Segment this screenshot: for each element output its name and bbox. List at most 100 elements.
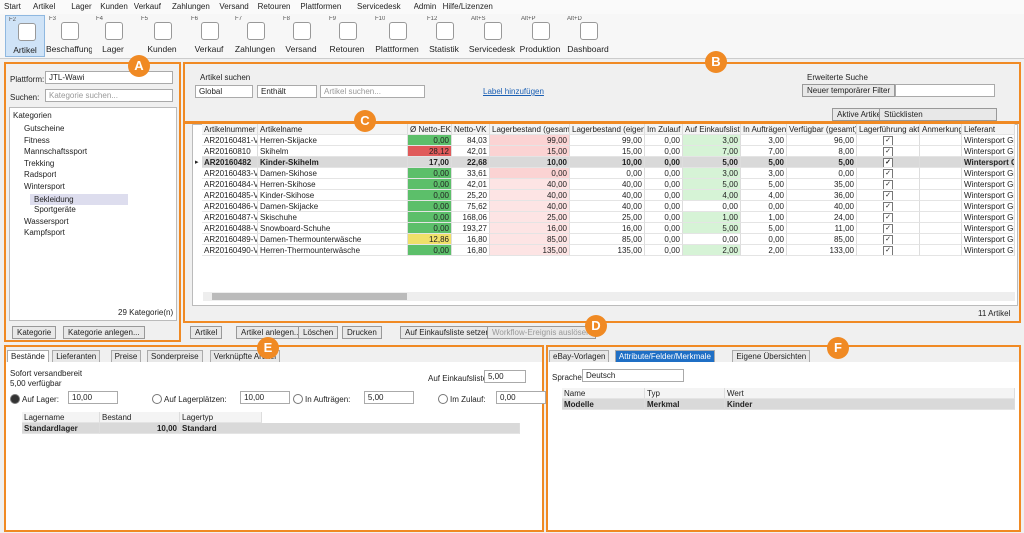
column-header[interactable]: Ø Netto-EK [408, 124, 452, 135]
toolbar-button[interactable]: F10 Plattformen [372, 15, 422, 57]
grid-cell[interactable] [920, 146, 962, 157]
grid-cell[interactable]: ✓ [857, 201, 920, 212]
grid-cell[interactable]: 40,00 [570, 190, 645, 201]
grid-cell[interactable]: 16,80 [452, 245, 490, 256]
button[interactable]: Kategorie [12, 326, 57, 339]
grid-cell[interactable]: 0,00 [645, 190, 683, 201]
grid-cell[interactable]: Standardlager [22, 423, 100, 434]
grid-cell[interactable]: ✓ [857, 146, 920, 157]
toolbar-button[interactable]: F8 Versand [280, 15, 322, 57]
grid-cell[interactable]: Wintersport Gr [962, 146, 1015, 157]
grid-cell[interactable]: 40,00 [490, 179, 570, 190]
grid-cell[interactable]: 36,00 [787, 190, 857, 201]
column-header[interactable]: Artikelnummer [202, 124, 258, 135]
grid-cell[interactable]: 0,00 [645, 168, 683, 179]
toolbar-button[interactable]: F7 Zahlungen [232, 15, 278, 57]
grid-cell[interactable]: Herren-Skihose [258, 179, 408, 190]
checkbox[interactable]: ✓ [883, 158, 893, 167]
menu-item[interactable]: Plattformen [300, 2, 342, 11]
grid-cell[interactable]: 0,00 [645, 201, 683, 212]
grid-cell[interactable]: 135,00 [490, 245, 570, 256]
column-header[interactable]: Verfügbar (gesamt) [787, 124, 857, 135]
grid-cell[interactable]: 0,00 [490, 168, 570, 179]
grid-cell[interactable]: 0,00 [408, 245, 452, 256]
checkbox[interactable]: ✓ [883, 136, 893, 145]
toolbar-button[interactable]: F3 Beschaffung [46, 15, 92, 57]
scope-select[interactable]: Global [195, 85, 253, 98]
link[interactable]: Label hinzufügen [483, 87, 544, 96]
grid-cell[interactable]: 8,00 [787, 146, 857, 157]
grid-cell[interactable]: ✓ [857, 212, 920, 223]
grid-cell[interactable]: 25,00 [570, 212, 645, 223]
grid-cell[interactable]: 0,00 [408, 168, 452, 179]
grid-cell[interactable]: ✓ [857, 234, 920, 245]
grid-cell[interactable]: AR20160483-V... [202, 168, 258, 179]
grid-cell[interactable]: 0,00 [683, 234, 741, 245]
grid-cell[interactable] [920, 212, 962, 223]
grid-cell[interactable]: Merkmal [645, 399, 725, 410]
grid-cell[interactable]: Standard [180, 423, 520, 434]
grid-cell[interactable]: 5,00 [741, 179, 787, 190]
column-header[interactable]: Lagerbestand (gesamt) [490, 124, 570, 135]
category-search[interactable]: Kategorie suchen... [45, 89, 173, 102]
grid-cell[interactable]: 33,61 [452, 168, 490, 179]
grid-cell[interactable]: 16,00 [490, 223, 570, 234]
grid-cell[interactable]: Skischuhe [258, 212, 408, 223]
grid-cell[interactable] [920, 168, 962, 179]
grid-cell[interactable]: Wintersport Gr [962, 201, 1015, 212]
grid-cell[interactable]: 16,80 [452, 234, 490, 245]
grid-cell[interactable]: Wintersport Gr [962, 245, 1015, 256]
grid-cell[interactable]: 5,00 [683, 157, 741, 168]
grid-cell[interactable]: 15,00 [490, 146, 570, 157]
grid-cell[interactable]: ✓ [857, 179, 920, 190]
grid-cell[interactable]: 5,00 [741, 157, 787, 168]
checkbox[interactable]: ✓ [883, 169, 893, 178]
action-button[interactable]: Workflow-Ereignis auslösen [487, 326, 596, 339]
checkbox[interactable]: ✓ [883, 235, 893, 244]
grid-cell[interactable]: 40,00 [490, 201, 570, 212]
grid-cell[interactable]: 0,00 [408, 135, 452, 146]
grid-cell[interactable]: Damen-Skijacke [258, 201, 408, 212]
grid-cell[interactable]: 1,00 [683, 212, 741, 223]
action-button[interactable]: Löschen [298, 326, 339, 339]
menu-item[interactable]: Start [4, 2, 21, 11]
grid-cell[interactable]: Wintersport Gr [962, 190, 1015, 201]
grid-cell[interactable]: Skihelm [258, 146, 408, 157]
grid-cell[interactable]: ✓ [857, 223, 920, 234]
radio[interactable] [438, 394, 448, 404]
grid-cell[interactable]: 99,00 [570, 135, 645, 146]
grid-cell[interactable]: 0,00 [570, 168, 645, 179]
grid-cell[interactable]: Kinder-Skihose [258, 190, 408, 201]
grid-cell[interactable]: 40,00 [570, 201, 645, 212]
radio[interactable] [10, 394, 20, 404]
mode-select[interactable]: Enthält [257, 85, 317, 98]
grid-cell[interactable]: Kinder [725, 399, 1015, 410]
shopping-input[interactable]: 5,00 [484, 370, 526, 383]
grid-cell[interactable]: Herren-Skijacke [258, 135, 408, 146]
grid-cell[interactable]: AR20160487-V... [202, 212, 258, 223]
grid-cell[interactable]: Wintersport Gr [962, 179, 1015, 190]
grid-cell[interactable]: 17,00 [408, 157, 452, 168]
tree-item[interactable]: Wintersport [24, 182, 65, 191]
toolbar-button[interactable]: F12 Statistik [424, 15, 464, 57]
grid-cell[interactable]: 0,00 [645, 245, 683, 256]
grid-cell[interactable]: 0,00 [787, 168, 857, 179]
tree-item[interactable]: Mannschaftssport [24, 147, 88, 157]
grid-cell[interactable]: 5,00 [683, 179, 741, 190]
grid-cell[interactable]: 12,86 [408, 234, 452, 245]
grid-cell[interactable]: 0,00 [645, 234, 683, 245]
column-header[interactable]: Wert [725, 388, 1015, 399]
column-header[interactable]: Anmerkung [920, 124, 962, 135]
checkbox[interactable]: ✓ [883, 213, 893, 222]
menu-item[interactable]: Admin [413, 2, 437, 11]
grid-cell[interactable]: AR20160481-V... [202, 135, 258, 146]
grid-cell[interactable]: Wintersport Gr [962, 223, 1015, 234]
grid-cell[interactable]: 4,00 [683, 190, 741, 201]
radio-label[interactable]: Auf Lagerplätzen: [164, 395, 227, 404]
grid-cell[interactable]: 75,62 [452, 201, 490, 212]
column-header[interactable]: Lagerführung aktiv [857, 124, 920, 135]
grid-cell[interactable]: 2,00 [741, 245, 787, 256]
column-header[interactable]: Im Zulauf [645, 124, 683, 135]
column-header[interactable]: Lieferant [962, 124, 1015, 135]
checkbox[interactable]: ✓ [883, 202, 893, 211]
